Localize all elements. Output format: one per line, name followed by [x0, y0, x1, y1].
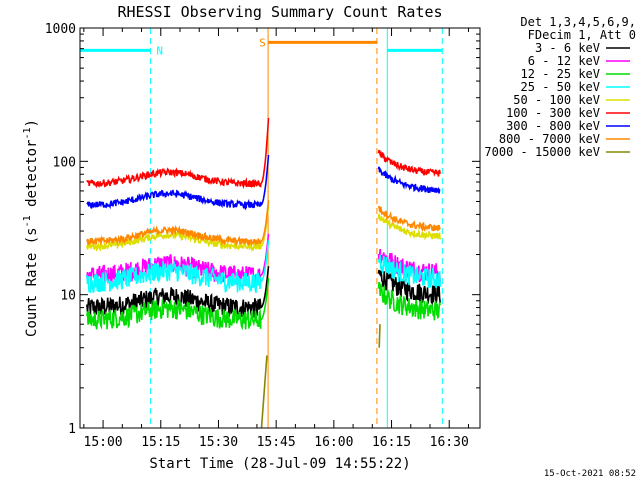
legend-label: 6 - 12 keV	[528, 54, 600, 68]
legend-label: 300 - 800 keV	[506, 119, 600, 133]
x-tick-label: 15:15	[141, 435, 180, 450]
segment-label: S	[259, 36, 266, 49]
x-tick-label: 15:30	[199, 435, 238, 450]
series-line-post	[378, 324, 381, 348]
series-line-pre	[86, 117, 270, 190]
y-axis-label-sup1: -1	[22, 215, 33, 227]
y-tick-label: 1000	[45, 22, 76, 37]
legend: Det 1,3,4,5,6,9, FDecim 1, Att 0 3 - 6 k…	[484, 15, 636, 159]
x-tick-label: 16:00	[314, 435, 353, 450]
x-tick-label: 16:30	[430, 435, 469, 450]
x-tick-label: 16:15	[372, 435, 411, 450]
y-axis: 1 10 100 1000	[45, 22, 480, 437]
series-line-pre	[86, 204, 270, 252]
x-axis: 15:00 15:15 15:30 15:45 16:00 16:15 16:30	[83, 28, 469, 450]
legend-label: 12 - 25 keV	[521, 67, 600, 81]
series-line-pre	[86, 154, 270, 211]
legend-label: 50 - 100 keV	[513, 93, 600, 107]
legend-label: 800 - 7000 keV	[499, 132, 600, 146]
x-axis-label: Start Time (28-Jul-09 14:55:22)	[149, 456, 410, 472]
series-line-post	[377, 281, 441, 321]
timestamp: 15-Oct-2021 08:52	[544, 469, 636, 479]
legend-header-2: FDecim 1, Att 0	[528, 28, 636, 42]
y-tick-label: 100	[53, 155, 76, 170]
series-line-post	[377, 254, 441, 289]
data-layer	[86, 117, 441, 429]
series-line-post	[377, 166, 441, 194]
series-line-pre	[86, 200, 270, 247]
chart-title: RHESSI Observing Summary Count Rates	[117, 3, 442, 21]
series-line-pre	[86, 266, 270, 318]
segment-label: N	[156, 44, 163, 57]
series-line-pre	[86, 278, 270, 331]
y-axis-label-sup2: -1	[22, 127, 33, 139]
legend-label: 25 - 50 keV	[521, 80, 600, 94]
series-line-post	[377, 205, 441, 233]
legend-label: 3 - 6 keV	[535, 41, 600, 55]
legend-label: 7000 - 15000 keV	[484, 145, 600, 159]
series-line-pre	[86, 240, 270, 294]
y-axis-label: Count Rate (s-1 detector-1)	[22, 119, 40, 337]
y-axis-label-suffix: )	[24, 119, 40, 127]
series-line-pre	[260, 355, 268, 429]
y-tick-label: 10	[60, 289, 76, 304]
legend-header-1: Det 1,3,4,5,6,9,	[520, 15, 636, 29]
y-axis-label-prefix: Count Rate (s	[24, 227, 40, 337]
segment-layer: NS	[79, 28, 443, 428]
y-tick-label: 1	[68, 422, 76, 437]
x-tick-label: 15:45	[257, 435, 296, 450]
plot-frame	[79, 27, 481, 429]
series-line-post	[377, 149, 441, 177]
x-tick-label: 15:00	[84, 435, 123, 450]
series-line-post	[377, 213, 441, 241]
legend-label: 100 - 300 keV	[506, 106, 600, 120]
y-axis-label-mid: detector	[24, 140, 40, 216]
